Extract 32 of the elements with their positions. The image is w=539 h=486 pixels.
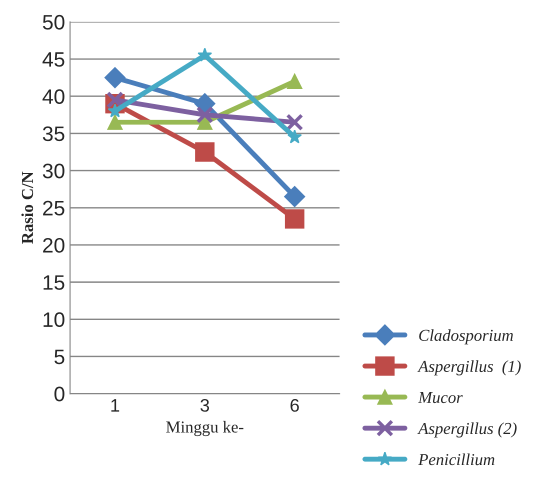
- y-tick-label: 45: [42, 52, 64, 67]
- y-tick-label: 15: [44, 275, 64, 290]
- y-tick-label: 30: [42, 164, 64, 178]
- point: [284, 186, 306, 208]
- y-tick-label: 50: [42, 14, 64, 30]
- x-tick-label: 1: [111, 399, 120, 412]
- point: [195, 142, 215, 162]
- y-tick-label: 40: [42, 89, 64, 104]
- point: [287, 129, 302, 144]
- legend-label: Aspergillus (2): [417, 422, 517, 438]
- y-tick-label: 25: [43, 200, 64, 216]
- y-tick-label: 35: [42, 126, 64, 142]
- x-axis-title: Minggu ke-: [166, 420, 244, 436]
- point: [107, 114, 123, 130]
- y-tick-label: 0: [54, 386, 64, 402]
- y-tick-label: 5: [54, 350, 64, 364]
- x-tick-label: 3: [200, 399, 210, 412]
- point: [104, 67, 126, 88]
- point: [196, 106, 214, 124]
- point: [284, 209, 304, 229]
- point: [198, 48, 212, 62]
- point: [286, 114, 304, 131]
- legend-label: Cladosporium: [419, 329, 513, 344]
- point: [106, 91, 124, 109]
- x-tick-label: 6: [290, 399, 299, 412]
- legend-label: Penicillium: [418, 453, 494, 466]
- legend-label: Mucor: [418, 392, 463, 404]
- legend-label: Aspergillus (1): [417, 360, 521, 376]
- y-tick-label: 10: [44, 312, 64, 328]
- y-axis-title: Rasio C/N: [21, 172, 34, 244]
- y-tick-label: 20: [43, 238, 64, 253]
- point: [287, 74, 302, 89]
